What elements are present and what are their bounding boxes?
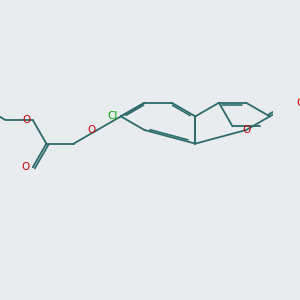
Text: Cl: Cl (108, 111, 118, 122)
Text: O: O (21, 162, 29, 172)
Text: O: O (23, 115, 31, 125)
Text: O: O (296, 98, 300, 108)
Text: O: O (87, 125, 95, 135)
Text: O: O (242, 125, 250, 135)
